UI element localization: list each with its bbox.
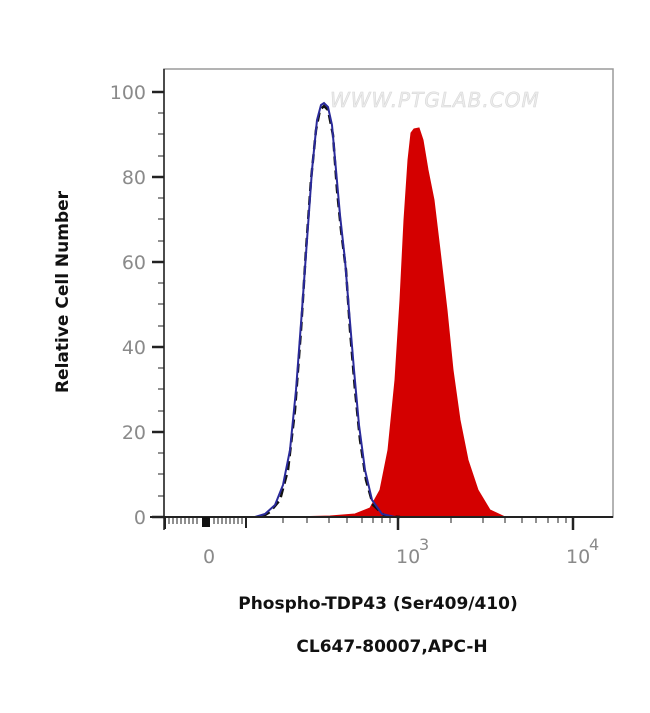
svg-text:80: 80	[122, 167, 146, 189]
x-axis-ticks	[164, 517, 575, 530]
svg-text:10: 10	[566, 546, 590, 568]
x-tick-labels: 0 10 3 10 4	[203, 535, 599, 568]
svg-text:40: 40	[122, 337, 146, 359]
svg-text:60: 60	[122, 252, 146, 274]
svg-text:0: 0	[134, 507, 146, 529]
svg-text:4: 4	[589, 535, 599, 554]
x-axis-title: Phospho-TDP43 (Ser409/410)	[238, 594, 518, 614]
svg-text:100: 100	[110, 82, 146, 104]
watermark: WWW.PTGLAB.COM	[330, 88, 540, 112]
x-axis-subtitle: CL647-80007,APC-H	[296, 637, 487, 657]
series-filled-histogram	[289, 127, 506, 518]
svg-text:3: 3	[419, 535, 429, 554]
series-outline-histogram	[254, 101, 396, 518]
y-axis-title: Relative Cell Number	[53, 190, 73, 393]
series-dashed-histogram	[261, 104, 401, 519]
svg-text:20: 20	[122, 422, 146, 444]
y-axis-ticks	[152, 90, 164, 519]
svg-text:10: 10	[396, 546, 420, 568]
svg-text:0: 0	[203, 546, 215, 568]
y-tick-labels: 0 20 40 60 80 100	[110, 82, 146, 529]
